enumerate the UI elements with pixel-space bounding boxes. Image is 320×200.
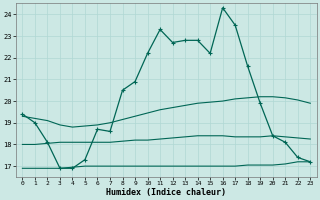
X-axis label: Humidex (Indice chaleur): Humidex (Indice chaleur) bbox=[106, 188, 226, 197]
